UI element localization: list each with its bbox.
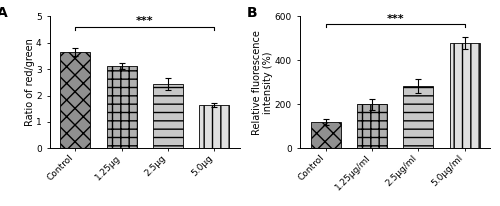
Text: A: A [0,6,8,20]
Bar [403,86,434,148]
Text: ***: *** [386,14,404,23]
Y-axis label: Ratio of red/green: Ratio of red/green [24,39,34,126]
Bar [450,43,480,148]
Bar [153,84,183,148]
Bar [106,66,137,148]
Bar [60,52,90,148]
Bar [357,104,387,148]
Bar [200,105,230,148]
Y-axis label: Relative fluorescence
intensity (%): Relative fluorescence intensity (%) [252,30,274,135]
Text: B: B [247,6,258,20]
Text: ***: *** [136,16,154,26]
Bar [310,122,340,148]
